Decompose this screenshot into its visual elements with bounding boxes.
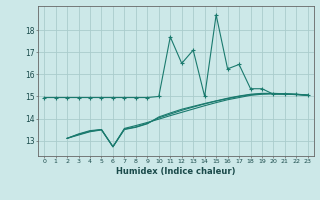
X-axis label: Humidex (Indice chaleur): Humidex (Indice chaleur) [116, 167, 236, 176]
